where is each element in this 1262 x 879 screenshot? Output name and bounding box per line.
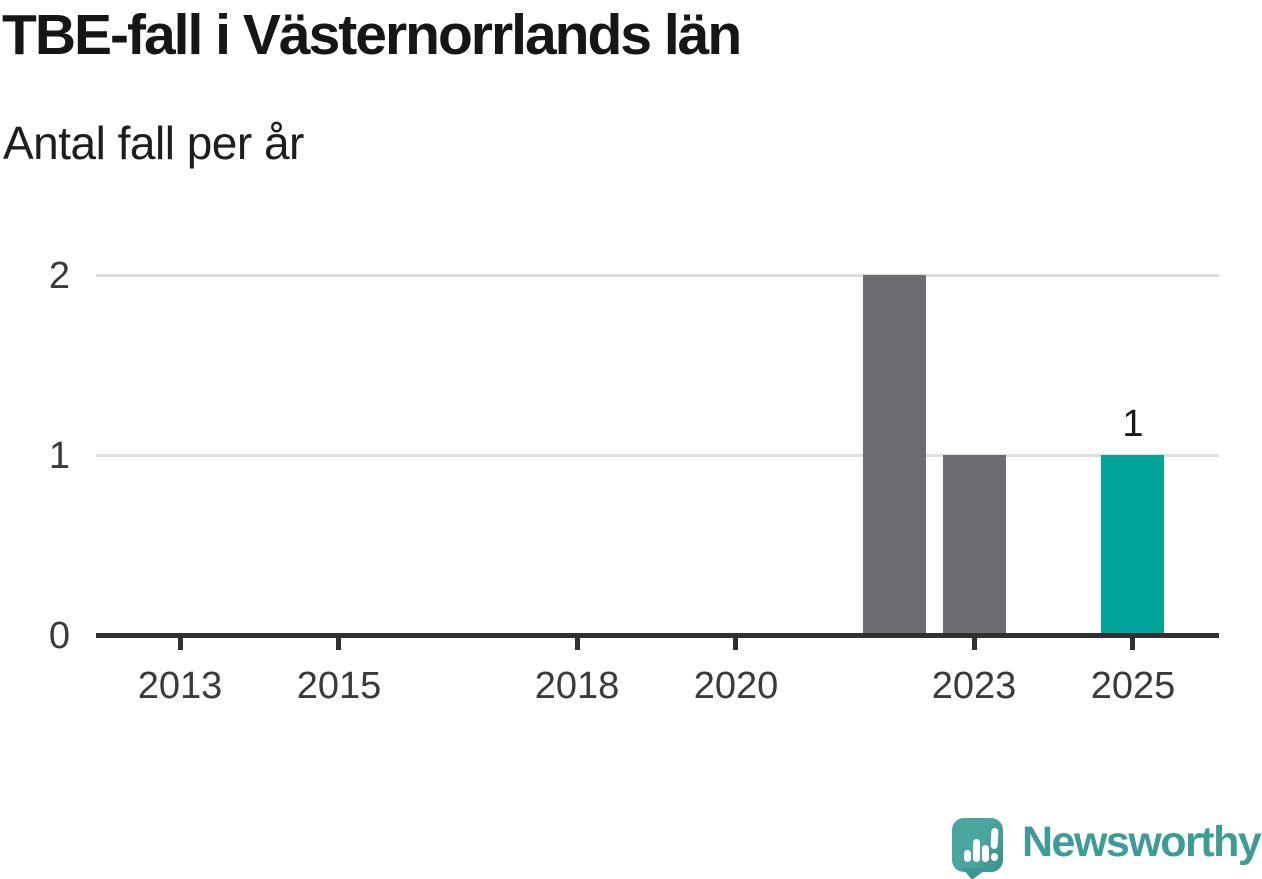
x-axis-label: 2013	[137, 665, 223, 707]
chart-subtitle: Antal fall per år	[3, 117, 304, 169]
bar-2023	[943, 455, 1006, 636]
x-axis-line	[96, 633, 1219, 638]
x-axis-tick	[575, 637, 580, 650]
x-axis-label: 2020	[693, 665, 779, 707]
y-axis-label: 2	[48, 255, 70, 297]
y-axis-label: 0	[48, 615, 70, 657]
x-axis-tick	[972, 637, 977, 650]
x-axis-label: 2015	[296, 665, 382, 707]
chart-title: TBE-fall i Västernorrlands län	[2, 3, 742, 67]
gridline	[96, 454, 1219, 457]
x-axis-tick	[1130, 637, 1135, 650]
x-axis-tick	[733, 637, 738, 650]
gridline	[96, 274, 1219, 277]
x-axis-label: 2018	[534, 665, 620, 707]
y-axis-label: 1	[48, 435, 70, 477]
x-axis-label: 2025	[1090, 665, 1176, 707]
bar-value-label: 1	[1122, 403, 1144, 445]
bar-2025	[1101, 455, 1164, 636]
x-axis-label: 2023	[931, 665, 1017, 707]
x-axis-tick	[178, 637, 183, 650]
bar-2022	[863, 275, 926, 637]
x-axis-tick	[336, 637, 341, 650]
